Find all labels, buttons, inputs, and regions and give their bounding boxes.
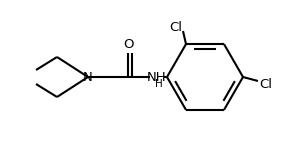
Text: O: O (124, 38, 134, 51)
Text: N: N (83, 71, 93, 83)
Text: NH: NH (147, 71, 167, 83)
Text: H: H (155, 79, 163, 89)
Text: Cl: Cl (169, 20, 182, 34)
Text: Cl: Cl (260, 77, 272, 91)
